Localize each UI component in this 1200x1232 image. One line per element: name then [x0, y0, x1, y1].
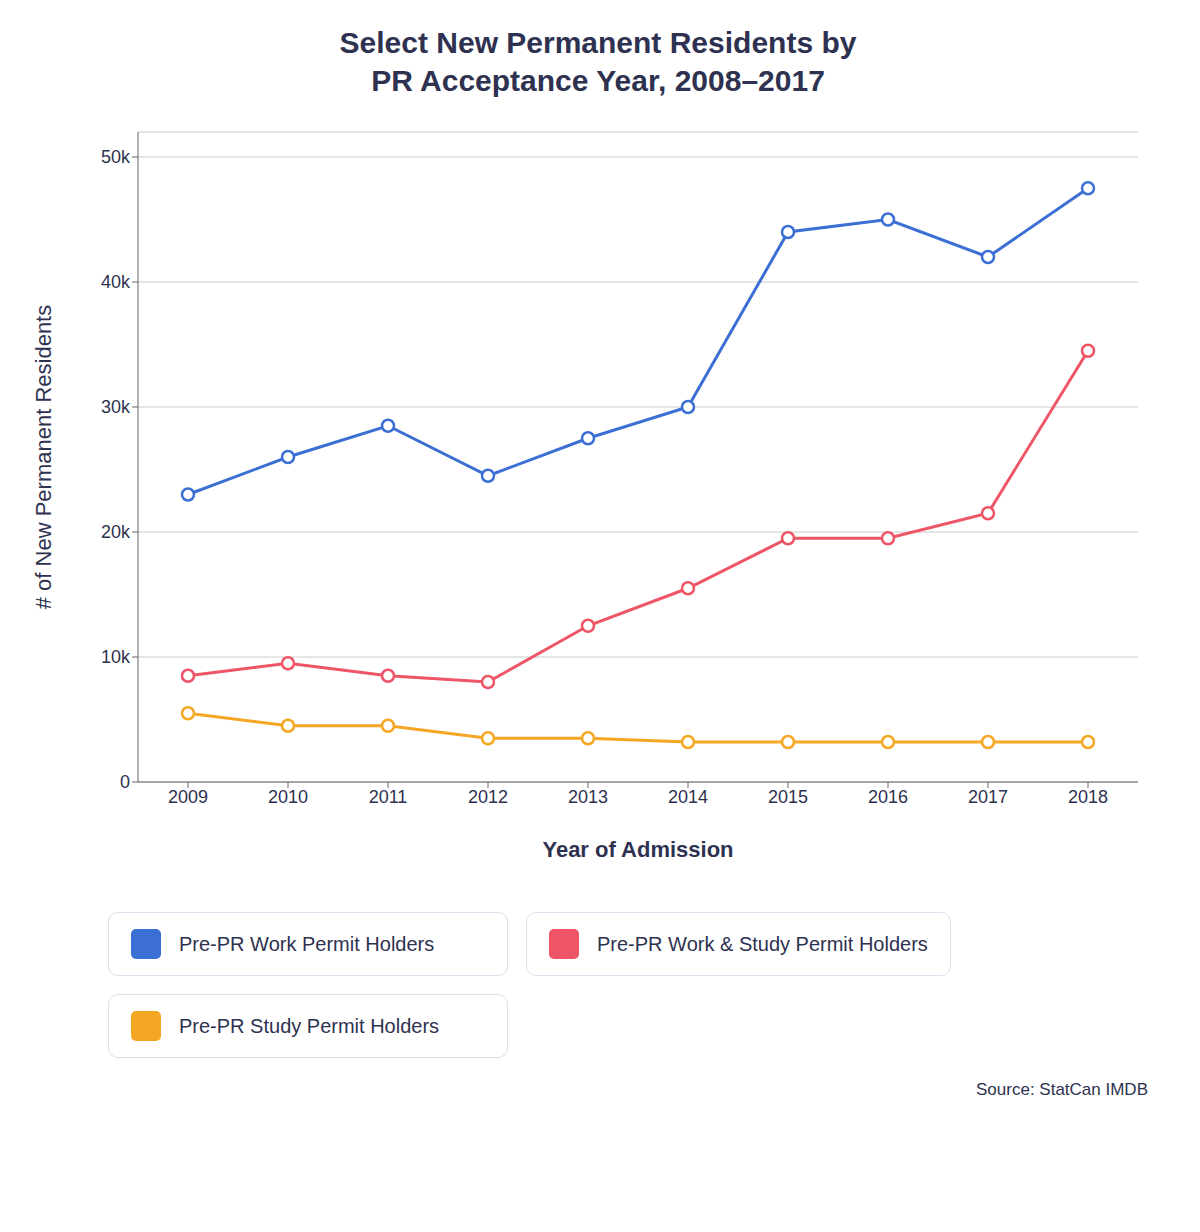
html-text:PR Acceptance Year, 2008–2017: PR Acceptance Year, 2008–2017	[371, 64, 825, 97]
svg-text:2012: 2012	[468, 787, 508, 807]
svg-text:2015: 2015	[768, 787, 808, 807]
svg-text:2009: 2009	[168, 787, 208, 807]
svg-text:2010: 2010	[268, 787, 308, 807]
html-text:Select New Permanent Residents: Select New Permanent Residents by	[339, 26, 857, 59]
svg-text:# of New Permanent Residents: # of New Permanent Residents	[31, 305, 56, 610]
html-text:Pre-PR Work & Study Permit Hol: Pre-PR Work & Study Permit Holders	[597, 932, 928, 955]
html-text:Pre-PR Work Permit Holders: Pre-PR Work Permit Holders	[179, 932, 435, 955]
svg-text:Year of Admission: Year of Admission	[542, 837, 733, 862]
html-text:Pre-PR Study Permit Holders: Pre-PR Study Permit Holders	[179, 1014, 440, 1037]
svg-text:10k: 10k	[101, 647, 131, 667]
svg-text:2018: 2018	[1068, 787, 1108, 807]
svg-text:30k: 30k	[101, 397, 131, 417]
svg-text:2017: 2017	[968, 787, 1008, 807]
svg-text:2016: 2016	[868, 787, 908, 807]
svg-text:40k: 40k	[101, 272, 131, 292]
svg-text:2011: 2011	[369, 787, 408, 807]
svg-text:2013: 2013	[568, 787, 608, 807]
svg-text:20k: 20k	[101, 522, 131, 542]
svg-text:2014: 2014	[668, 787, 708, 807]
html-text:Source: StatCan IMDB: Source: StatCan IMDB	[976, 1080, 1148, 1099]
svg-text:50k: 50k	[101, 147, 131, 167]
svg-text:0: 0	[120, 772, 130, 792]
